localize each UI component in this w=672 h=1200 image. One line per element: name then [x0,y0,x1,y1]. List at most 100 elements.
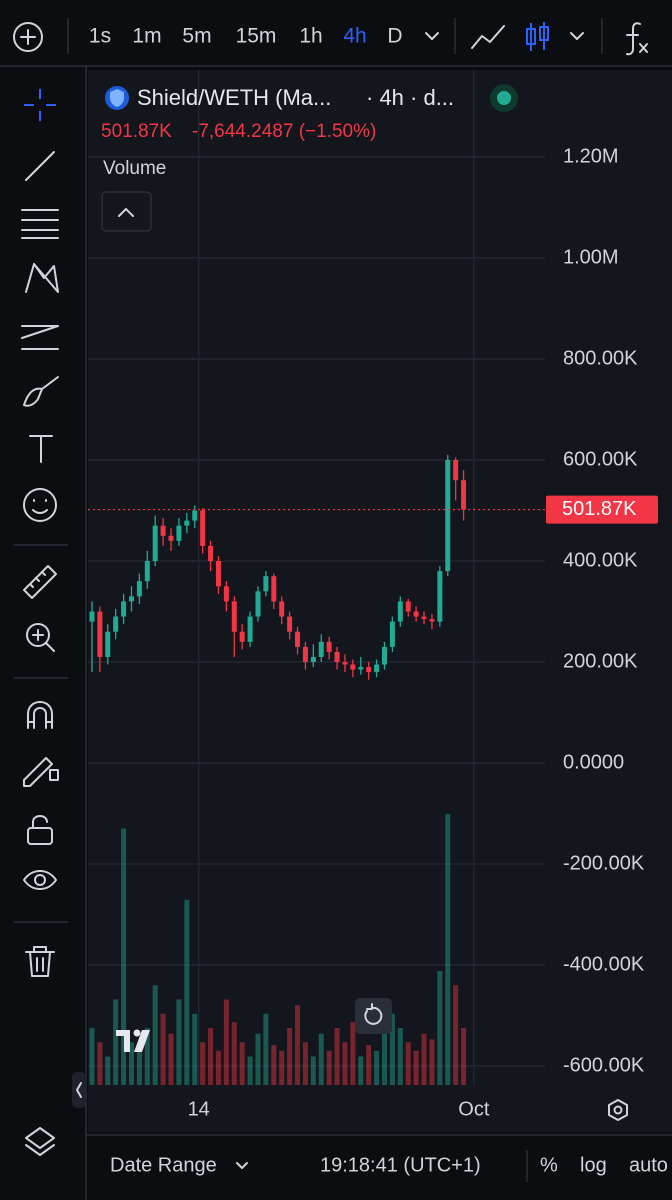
volume-bar [152,985,158,1085]
volume-bar [168,1033,174,1085]
indicators-icon[interactable] [626,22,648,56]
candle-body [160,525,166,536]
candle-body [326,641,332,652]
candle-body [176,525,182,541]
market-status-dot [497,91,511,105]
candle-body [128,596,134,602]
interval[interactable]: D [387,25,402,48]
y-tick-label: -200.00K [563,852,645,874]
brush-tool[interactable] [23,376,59,407]
fib-tool[interactable] [21,209,59,239]
y-tick-label: 200.00K [563,650,638,672]
candle-body [397,601,403,622]
reset-icon [364,1003,383,1025]
lock-drawing-tool[interactable] [23,757,59,787]
text-tool[interactable] [29,435,53,463]
interval-active[interactable]: 4h [343,25,366,48]
chart-type-menu[interactable] [570,32,584,40]
volume-bar [279,1050,285,1085]
candle-body [437,571,443,622]
volume-bar [128,1042,134,1085]
y-tick-label: -400.00K [563,953,645,975]
interval[interactable]: 15m [236,25,277,48]
grid [88,70,545,1085]
volume-bar [318,1033,324,1085]
chart-type-candles[interactable] [526,22,549,51]
drawing-toolbar [14,89,86,1156]
collapse-indicators[interactable] [101,191,152,232]
delete-tool[interactable] [25,946,55,977]
candle-body [318,641,324,657]
volume-bar [263,1013,269,1085]
y-tick-label: 0.0000 [563,751,624,773]
magnet-tool[interactable] [27,701,53,729]
auto-toggle[interactable]: auto [629,1154,668,1176]
candle-body [208,545,214,562]
candle-body [358,667,364,670]
volume-bar [429,1039,435,1085]
candle-body [192,510,198,521]
zoom-tool[interactable] [26,623,50,647]
candle-body [121,601,127,617]
candle-body [302,646,308,663]
trend-line-tool[interactable] [25,151,55,181]
prediction-tool[interactable] [21,325,59,350]
volume-bar [200,1042,206,1085]
add-symbol-plus [20,29,36,45]
ruler-tool[interactable] [23,565,57,599]
interval[interactable]: 1h [299,25,322,48]
volume-bar [405,1042,411,1085]
candle-body [421,616,427,620]
volume-bar [136,1050,142,1085]
volume-bar [208,1028,214,1085]
candle-body [113,616,119,632]
add-symbol-icon[interactable] [13,22,43,52]
visibility-tool[interactable] [23,870,57,890]
date-range[interactable]: Date Range [110,1154,217,1176]
candle-body [105,631,111,657]
layers-icon[interactable] [25,1127,55,1156]
plot [88,454,545,680]
icon-tool[interactable] [23,488,57,522]
candle-body [144,561,150,582]
percent-toggle[interactable]: % [540,1154,558,1176]
pattern-tool[interactable] [25,263,59,293]
chart-type-line[interactable] [471,25,505,49]
crosshair-tool[interactable] [24,89,56,121]
candle-body [136,581,142,597]
interval[interactable]: 1m [132,25,161,48]
candle-body [279,601,285,617]
interval[interactable]: 1s [89,25,111,48]
candle-body [263,576,269,592]
volume-bar [105,1056,111,1085]
reset-chart[interactable] [355,998,392,1034]
volume-bar [121,828,127,1085]
volume-bar [445,814,451,1085]
log-toggle[interactable]: log [580,1154,607,1176]
volume-bar [302,1042,308,1085]
collapse-handle[interactable] [72,1072,86,1108]
candle-body [247,616,253,642]
volume-bar [89,1028,95,1085]
symbol-meta: · 4h · d... [366,85,454,110]
candle-body [389,621,395,647]
candle-body [374,664,380,673]
volume-bar [255,1033,261,1085]
symbol-name[interactable]: Shield/WETH (Ma... [137,85,331,110]
volume-bar [381,1033,387,1085]
volume-bar [413,1050,419,1085]
candle-body [168,535,174,541]
volume-bar [374,1050,380,1085]
lock-tool[interactable] [27,827,53,845]
volume-bar [334,1028,340,1085]
collapse-indicators-arrow [118,208,134,217]
settings-icon[interactable] [608,1099,628,1121]
interval-menu[interactable] [425,32,439,40]
interval[interactable]: 5m [182,25,211,48]
candle-body [184,520,190,526]
y-tick-label: -600.00K [563,1054,645,1076]
candle-body [287,616,293,632]
candle-body [445,460,451,572]
volume-pane [89,814,467,1085]
volume-bar [287,1028,293,1085]
